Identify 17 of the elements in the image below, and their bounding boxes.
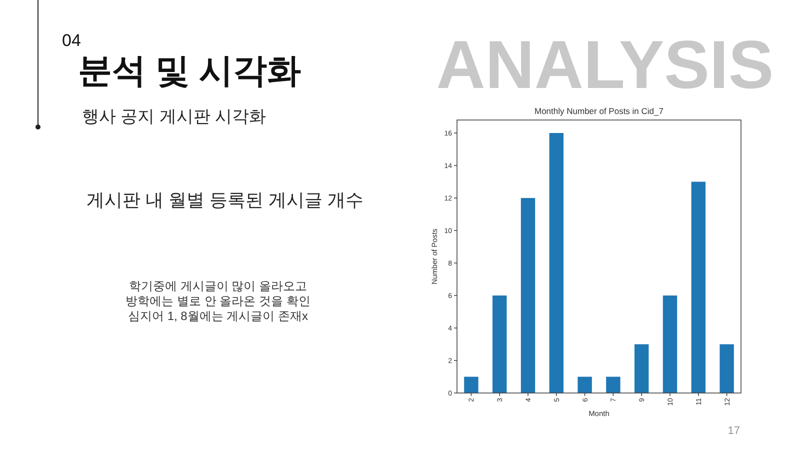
bar (520, 198, 536, 393)
chart-title: Monthly Number of Posts in Cid_7 (534, 106, 664, 116)
bar (464, 376, 478, 393)
bar (549, 133, 564, 393)
bar (662, 296, 678, 393)
bar (634, 344, 649, 393)
bar (606, 376, 620, 393)
text: 분석 및 시각화 (78, 52, 301, 90)
text: 17 (728, 425, 740, 437)
text: 게시판 내 월별 등록된 게시글 개수 (86, 190, 364, 210)
bar (578, 376, 592, 393)
bar (492, 296, 507, 393)
text: 행사 공지 게시판 시각화 (82, 107, 266, 126)
bar (691, 182, 706, 393)
bar (720, 344, 734, 393)
text: 학기중에 게시글이 많이 올라오고 방학에는 별로 안 올라온 것을 확인 심지어 1, 8월에는 게시글이 존재x (126, 279, 310, 323)
text: 04 (62, 31, 81, 50)
